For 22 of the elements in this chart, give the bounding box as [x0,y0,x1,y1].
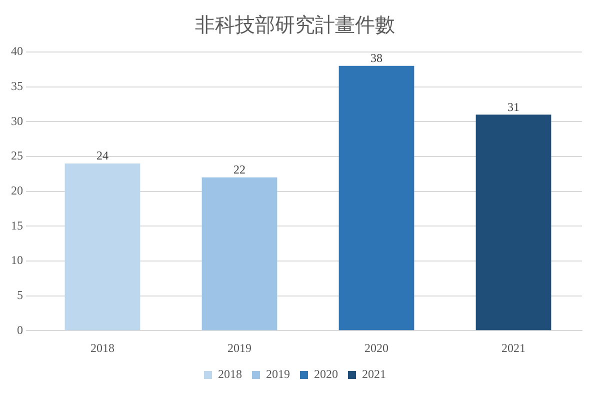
y-tick-label: 15 [11,218,23,232]
legend-label: 2021 [362,367,386,382]
legend-label: 2019 [266,367,290,382]
x-tick-label: 2020 [364,340,388,355]
y-tick-label: 10 [11,253,23,268]
data-label: 38 [370,51,382,66]
y-tick-label: 30 [11,114,23,128]
legend-label: 2018 [218,367,242,382]
data-label: 31 [508,100,520,114]
y-tick-label: 25 [11,148,23,163]
y-tick-label: 0 [17,322,23,337]
data-label: 24 [96,148,108,163]
legend-label: 2020 [314,367,338,382]
y-tick-label: 35 [11,78,23,93]
y-tick-label: 5 [17,288,23,302]
chart-title: 非科技部研究計畫件數 [195,14,395,36]
x-tick-label: 2019 [228,340,252,355]
y-tick-label: 40 [11,44,23,58]
x-tick-label: 2021 [502,340,526,355]
data-label: 22 [234,162,246,177]
y-tick-label: 20 [11,183,23,198]
x-tick-label: 2018 [90,340,114,355]
